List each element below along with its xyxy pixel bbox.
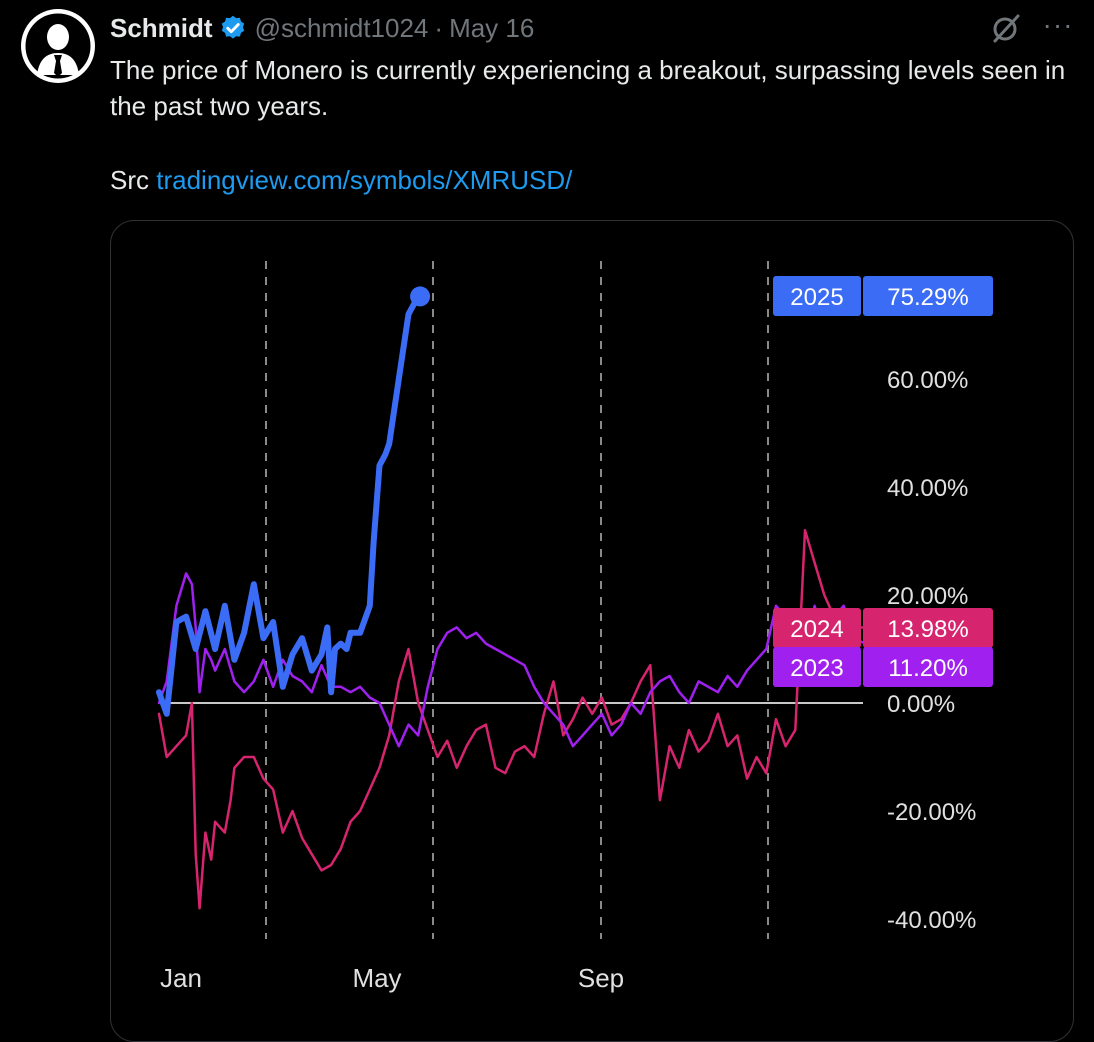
- end-label-year-box-2023: [773, 647, 861, 687]
- verified-icon: [221, 15, 244, 39]
- end-label-value-box-2024: [863, 608, 993, 648]
- end-label-value: 13.98%: [887, 616, 968, 643]
- end-label-value: 11.20%: [888, 655, 968, 682]
- end-label-value: 75.29%: [887, 284, 968, 311]
- end-label-year: 2025: [790, 284, 843, 311]
- avatar-icon: [22, 10, 94, 82]
- line-chart: 60.00% 40.00% 20.00% 0.00% -20.00% -40.00% Jan…: [156, 261, 993, 993]
- y-tick-label: -20.00%: [887, 799, 976, 826]
- more-icon[interactable]: ···: [1042, 9, 1074, 40]
- y-tick-label: 60.00%: [887, 367, 968, 394]
- separator: ·: [434, 12, 444, 43]
- y-tick-label: 0.00%: [887, 691, 955, 718]
- author-name[interactable]: Schmidt: [110, 12, 213, 43]
- source-prefix: Src: [110, 165, 149, 195]
- x-tick-label: Sep: [578, 963, 624, 993]
- tweet-body: The price of Monero is currently experie…: [110, 55, 1066, 121]
- source-line: Src tradingview.com/symbols/XMRUSD/: [110, 162, 572, 198]
- series-end-point-2025: [410, 286, 431, 307]
- avatar[interactable]: [21, 9, 95, 83]
- author-handle[interactable]: @schmidt1024: [254, 12, 429, 43]
- series-line-2025: [156, 293, 424, 717]
- end-label-value-box-2023: [863, 647, 993, 687]
- tweet-date[interactable]: May 16: [449, 12, 535, 43]
- tweet-header: Schmidt @schmidt1024 · May 16: [110, 11, 534, 45]
- source-link[interactable]: tradingview.com/symbols/XMRUSD/: [156, 165, 573, 195]
- end-label-year: 2023: [790, 655, 843, 682]
- end-label-year-box-2024: [773, 608, 861, 648]
- series-line-2024: [157, 528, 865, 910]
- x-tick-label: May: [352, 963, 401, 993]
- end-label-value-box-2025: [863, 276, 993, 316]
- series-line-2023: [157, 572, 865, 748]
- y-tick-label: -40.00%: [887, 907, 976, 934]
- chart-media[interactable]: 60.00% 40.00% 20.00% 0.00% -20.00% -40.00% Jan…: [110, 220, 1074, 1042]
- y-tick-label: 40.00%: [887, 475, 968, 502]
- x-tick-label: Jan: [160, 963, 202, 993]
- end-label-year: 2024: [790, 616, 843, 643]
- y-tick-label: 20.00%: [887, 583, 968, 610]
- end-label-year-box-2025: [773, 276, 861, 316]
- tweet-text: The price of Monero is currently experie…: [110, 52, 1080, 124]
- grok-icon[interactable]: [988, 10, 1024, 46]
